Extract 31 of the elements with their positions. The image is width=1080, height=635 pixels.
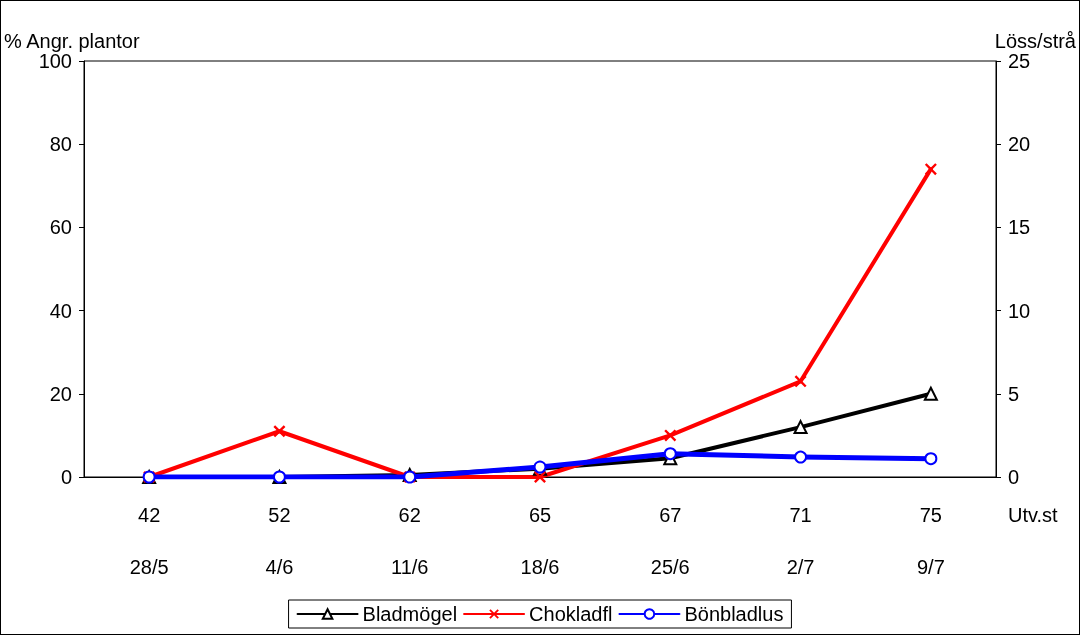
legend-label: Chokladfl (529, 603, 613, 625)
text: 4/6 (265, 556, 294, 578)
x-tick-label: 62 (398, 504, 421, 526)
legend-label: Bönbladlus (684, 603, 784, 625)
x-tick-label: 67 (659, 504, 682, 526)
y2-tick-label: 0 (1008, 466, 1020, 488)
y2-tick-label: 15 (1008, 216, 1031, 239)
legend-label: Bladmögel (362, 603, 458, 625)
text: 18/6 (520, 556, 560, 578)
text: 25/6 (650, 556, 690, 578)
x-tick-label: 71 (789, 504, 812, 526)
text: 28/5 (129, 556, 169, 578)
x-tick-label: 42 (138, 504, 161, 526)
y-tick-label: 60 (49, 216, 72, 239)
y-axis-title: % Angr. plantor (4, 30, 140, 52)
text: 2/7 (786, 556, 815, 578)
y-tick-label: 0 (60, 466, 72, 488)
text: 11/6 (390, 556, 429, 578)
y2-tick-label: 5 (1008, 382, 1020, 405)
y2-tick-label: 25 (1008, 50, 1031, 72)
y2-tick-label: 10 (1008, 299, 1031, 322)
y2-tick-label: 20 (1008, 133, 1031, 156)
y-tick-label: 20 (49, 382, 72, 405)
y-tick-label: 40 (49, 299, 72, 322)
x-tick-label: 75 (919, 504, 942, 526)
x-tick-label: 52 (268, 504, 291, 526)
text: 9/7 (916, 556, 945, 578)
y-tick-label: 80 (49, 133, 72, 156)
x-axis-title: Utv.st (1008, 504, 1059, 526)
x-tick-label: 65 (528, 504, 552, 526)
y2-axis-title: Löss/strå (994, 30, 1077, 52)
